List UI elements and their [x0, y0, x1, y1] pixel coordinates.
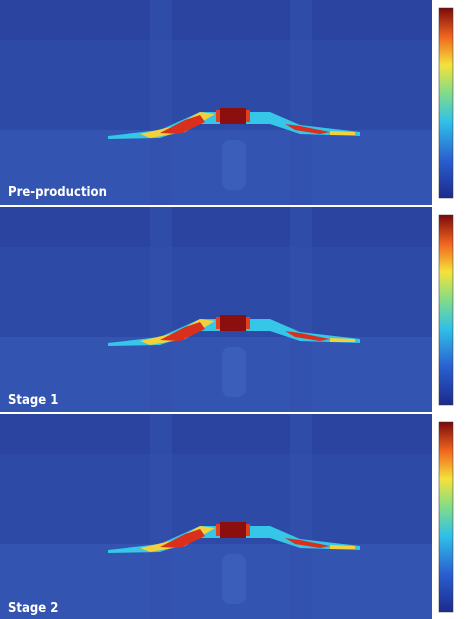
page: Pre-production Stage 1 Stage 2 (() => { …	[0, 0, 473, 619]
panel-3	[0, 414, 473, 619]
panel-label: Pre-production	[8, 185, 107, 200]
panel-label: Stage 2	[8, 601, 58, 616]
panel-label: Stage 1	[8, 393, 58, 408]
figure: Pre-production Stage 1 Stage 2	[0, 0, 473, 619]
panel-2	[0, 207, 473, 412]
panel-1	[0, 0, 473, 205]
